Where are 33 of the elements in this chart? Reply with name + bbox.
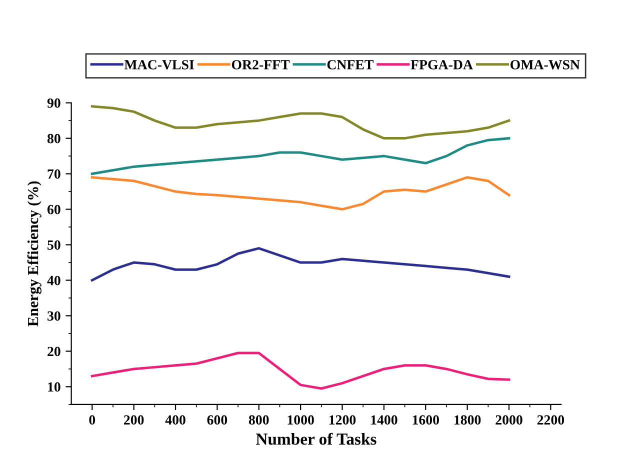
legend-label: CNFET — [327, 60, 374, 70]
y-tick-label: 40 — [47, 276, 60, 286]
x-axis-title: Number of Tasks — [256, 432, 376, 445]
legend-label: MAC-VLSI — [124, 60, 194, 70]
x-tick-label: 2000 — [496, 415, 522, 425]
x-tick-label: 1000 — [288, 415, 314, 425]
y-tick-label: 30 — [48, 311, 60, 321]
legend-label: OR2-FFT — [232, 60, 290, 70]
x-tick-label: 800 — [248, 415, 269, 425]
line-series — [90, 176, 510, 211]
y-axis-title: Energy Efficiency (%) — [27, 181, 42, 326]
y-tick-label: 60 — [47, 204, 60, 214]
x-tick-label: 2200 — [537, 415, 564, 425]
x-tick-label: 600 — [207, 415, 228, 425]
x-tick-label: 0 — [89, 415, 96, 425]
line-series — [90, 137, 510, 176]
line-series — [90, 247, 510, 282]
y-tick-label: 90 — [47, 98, 60, 108]
x-tick-label: 1400 — [371, 415, 398, 425]
line-series — [90, 105, 510, 140]
y-tick-label: 50 — [48, 240, 60, 250]
y-tick-label: 20 — [48, 346, 60, 356]
y-tick-label: 70 — [48, 169, 60, 179]
legend-label: OMA-WSN — [510, 60, 580, 70]
line-series — [90, 352, 510, 390]
x-tick-label: 1200 — [329, 415, 356, 425]
legend-label: FPGA-DA — [410, 60, 473, 70]
y-tick-label: 10 — [48, 382, 60, 392]
y-tick-label: 80 — [47, 134, 60, 144]
x-tick-label: 1600 — [412, 415, 439, 425]
x-tick-label: 200 — [124, 415, 144, 425]
x-tick-label: 400 — [165, 415, 186, 425]
x-tick-label: 1800 — [454, 415, 481, 425]
